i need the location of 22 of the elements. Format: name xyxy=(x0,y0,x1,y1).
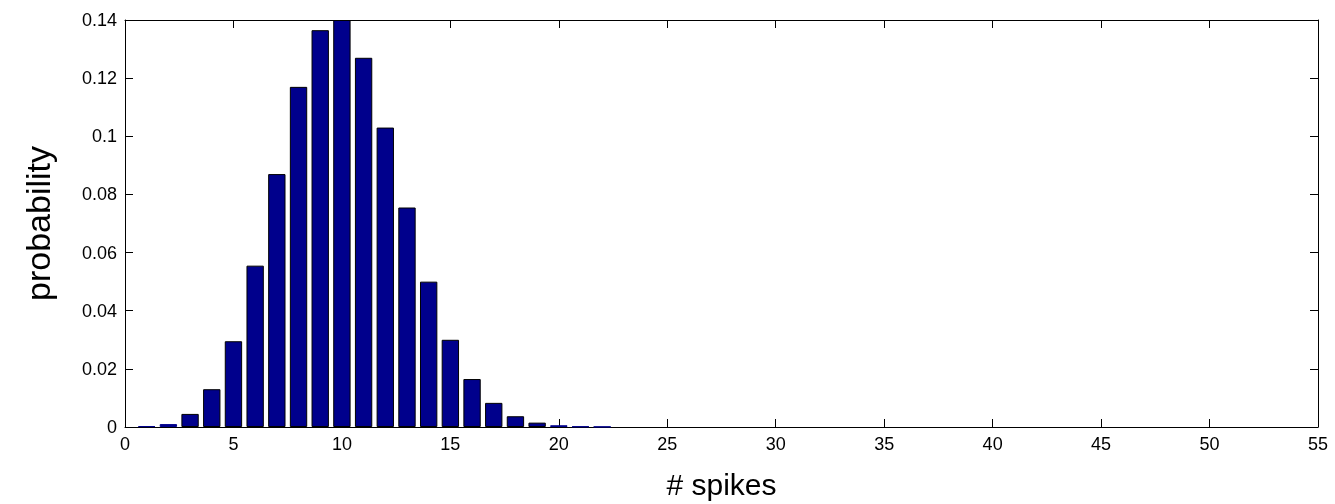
y-tick-label: 0 xyxy=(106,417,117,437)
y-axis-title: probability xyxy=(19,146,57,301)
x-tick-label: 30 xyxy=(765,434,786,454)
x-axis-title: # spikes xyxy=(666,467,777,501)
x-tick-label: 35 xyxy=(874,434,895,454)
x-tick-label: 25 xyxy=(657,434,678,454)
x-tick-label: 40 xyxy=(982,434,1003,454)
x-tick-label: 55 xyxy=(1307,434,1329,454)
y-tick-label: 0.02 xyxy=(81,358,117,379)
y-tick-label: 0.12 xyxy=(81,68,117,89)
x-tick-label: 50 xyxy=(1199,434,1220,454)
y-tick-label: 0.1 xyxy=(91,126,117,147)
x-tick-label: 15 xyxy=(440,434,461,454)
x-tick-label: 10 xyxy=(331,434,352,454)
x-tick-label: 5 xyxy=(228,434,239,454)
x-tick-label: 0 xyxy=(119,434,131,454)
x-tick-label: 45 xyxy=(1091,434,1112,454)
y-tick-label: 0.04 xyxy=(81,300,117,321)
x-tick-label: 20 xyxy=(548,434,569,454)
y-tick-label: 0.14 xyxy=(81,10,117,30)
y-tick-label: 0.06 xyxy=(81,242,117,263)
y-tick-label: 0.08 xyxy=(81,184,117,205)
